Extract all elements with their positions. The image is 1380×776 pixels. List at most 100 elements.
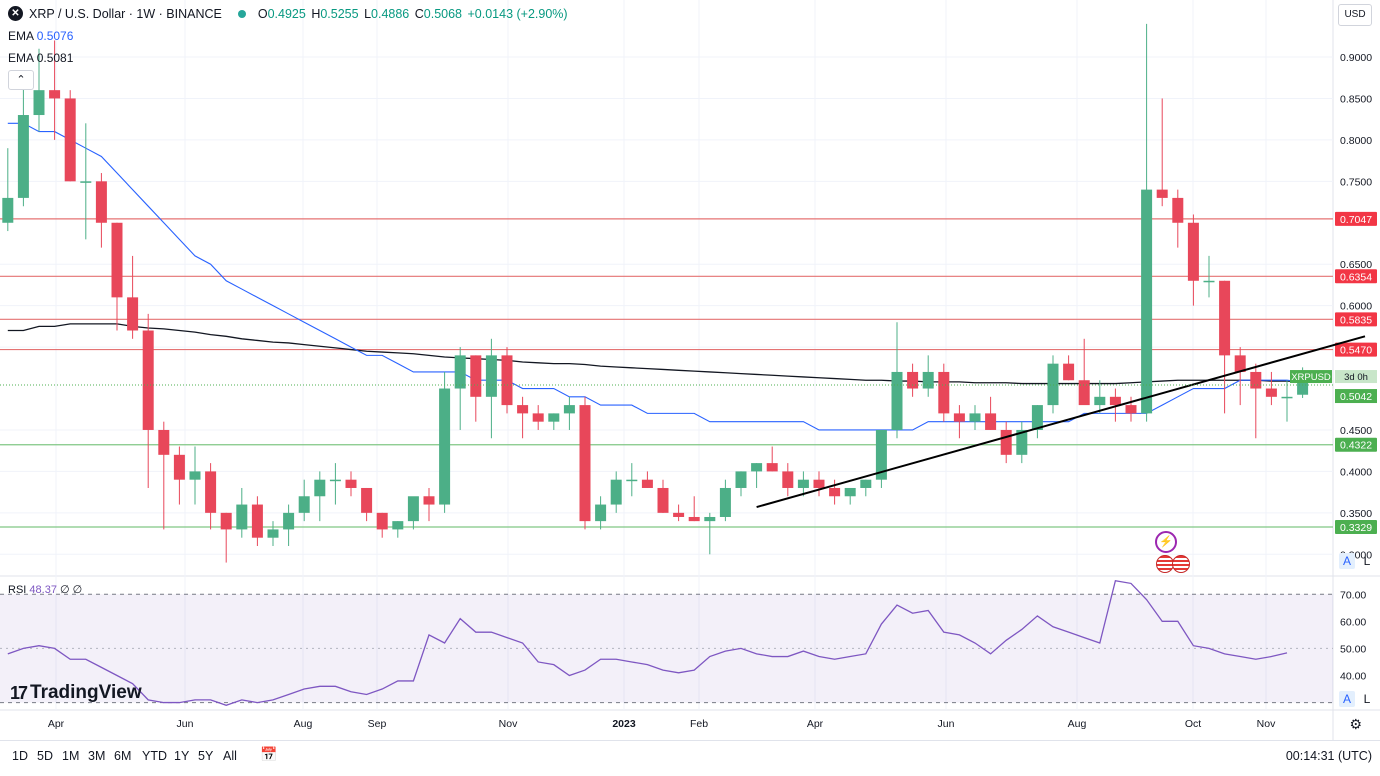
timeframe-1y[interactable]: 1Y xyxy=(174,749,190,763)
rsi-auto-scale-button[interactable]: A xyxy=(1339,691,1355,707)
candle-up xyxy=(1016,429,1028,455)
candle-up xyxy=(922,371,934,389)
candle-up xyxy=(844,487,856,497)
time-tick-label: Jun xyxy=(177,718,194,730)
auto-scale-button[interactable]: A xyxy=(1339,553,1355,569)
candle-up xyxy=(407,496,419,522)
market-status-icon xyxy=(237,9,246,18)
candle-down xyxy=(376,512,388,530)
candle-up xyxy=(891,371,903,430)
time-tick-label: Aug xyxy=(1068,718,1087,730)
ema-fast-legend[interactable]: EMA 0.5076 xyxy=(8,29,74,43)
time-tick-label: Nov xyxy=(499,718,518,730)
utc-clock[interactable]: 00:14:31 (UTC) xyxy=(1285,749,1372,763)
us-flag-icon[interactable] xyxy=(1172,555,1190,573)
bottom-toolbar: 1D 5D 1M 3M 6M YTD 1Y 5Y All 📅 00:14:31 … xyxy=(0,740,1380,771)
candle-down xyxy=(657,487,669,513)
time-tick-label: 2023 xyxy=(612,718,636,730)
trendline xyxy=(756,335,1366,509)
log-scale-button[interactable]: L xyxy=(1363,554,1371,568)
timeframe-5d[interactable]: 5D xyxy=(37,749,53,763)
timeframe-all[interactable]: All xyxy=(223,749,237,763)
candle-down xyxy=(1265,388,1277,397)
price-tick-label: 0.8500 xyxy=(1340,93,1372,105)
candle-down xyxy=(1063,363,1075,381)
candle-up xyxy=(33,90,45,116)
symbol-tag-label: XRPUSD xyxy=(1291,372,1331,383)
candle-down xyxy=(220,512,232,530)
symbol-title[interactable]: XRP / U.S. Dollar · 1W · BINANCE xyxy=(29,6,222,21)
tradingview-logo[interactable]: 17 TradingView xyxy=(10,682,142,703)
timeframe-ytd[interactable]: YTD xyxy=(142,749,167,763)
candle-up xyxy=(298,496,310,513)
candle-up xyxy=(189,471,201,480)
candle-up xyxy=(1047,363,1059,406)
ohlc-values: O0.4925 H0.5255 L0.4886 C0.5068 +0.0143 … xyxy=(257,6,568,21)
candle-down xyxy=(1172,197,1184,223)
price-change: +0.0143 (+2.90%) xyxy=(467,6,568,21)
time-tick-label: Oct xyxy=(1185,718,1201,730)
price-tick-label: 0.6000 xyxy=(1340,301,1372,313)
currency-selector[interactable]: USD xyxy=(1338,4,1372,26)
time-tick-label: Jun xyxy=(938,718,955,730)
candle-up xyxy=(485,355,497,397)
candle-up xyxy=(1141,189,1153,414)
rsi-log-scale-button[interactable]: L xyxy=(1363,692,1371,706)
timeframe-5y[interactable]: 5Y xyxy=(198,749,214,763)
time-tick-label: Sep xyxy=(368,718,387,730)
chart-header: ✕ XRP / U.S. Dollar · 1W · BINANCE O0.49… xyxy=(8,6,570,21)
candle-up xyxy=(875,429,887,480)
candle-up xyxy=(314,479,326,497)
candle-up xyxy=(797,479,809,488)
price-tick-label: 0.4500 xyxy=(1340,425,1372,437)
candle-down xyxy=(142,330,154,430)
current-price-label: 0.5042 xyxy=(1340,391,1372,403)
timeframe-1d[interactable]: 1D xyxy=(12,749,28,763)
chevron-up-icon[interactable]: ⌃ xyxy=(8,70,34,90)
level-price-label: 0.5470 xyxy=(1340,345,1372,357)
candle-up xyxy=(704,516,716,522)
candle-up xyxy=(860,479,872,488)
level-price-label: 0.3329 xyxy=(1340,522,1372,534)
candle-up xyxy=(548,413,560,422)
rsi-legend[interactable]: RSI 48.37 ∅ ∅ xyxy=(8,584,83,596)
timeframe-6m[interactable]: 6M xyxy=(114,749,132,763)
candle-down xyxy=(1156,189,1168,198)
candle-down xyxy=(1234,355,1246,372)
countdown-tag xyxy=(1335,370,1377,384)
timeframe-1m[interactable]: 1M xyxy=(62,749,80,763)
candle-up xyxy=(610,479,622,505)
candle-down xyxy=(829,487,841,497)
candle-down xyxy=(1109,396,1121,406)
gear-icon[interactable]: ⚙ xyxy=(1349,716,1362,732)
timeframe-3m[interactable]: 3M xyxy=(88,749,106,763)
price-tick-label: 0.9000 xyxy=(1340,52,1372,64)
candle-down xyxy=(173,454,185,480)
level-price-tag xyxy=(1335,312,1377,327)
candle-down xyxy=(517,405,529,414)
candle-down xyxy=(532,413,544,422)
level-price-tag xyxy=(1335,211,1377,226)
time-tick-label: Aug xyxy=(294,718,313,730)
ema-slow-legend[interactable]: EMA 0.5081 xyxy=(8,51,74,65)
calendar-icon[interactable]: 📅 xyxy=(260,746,278,762)
candle-down xyxy=(1219,280,1231,356)
candle-up xyxy=(392,521,404,530)
time-tick-label: Feb xyxy=(690,718,708,730)
candle-up xyxy=(1031,405,1043,430)
candle-up xyxy=(1094,396,1106,406)
tradingview-mark-icon: 17 xyxy=(10,682,28,703)
candle-down xyxy=(251,504,263,538)
candle-down xyxy=(673,512,685,517)
candle-down xyxy=(641,479,653,488)
candle-down xyxy=(158,429,170,455)
candle-up xyxy=(751,463,763,472)
level-price-label: 0.6354 xyxy=(1340,271,1372,283)
candle-up xyxy=(595,504,607,522)
candle-up xyxy=(1203,280,1215,283)
candle-up xyxy=(267,529,279,538)
candle-down xyxy=(127,297,139,331)
candle-down xyxy=(111,222,123,298)
lightning-icon[interactable]: ⚡ xyxy=(1155,531,1177,553)
